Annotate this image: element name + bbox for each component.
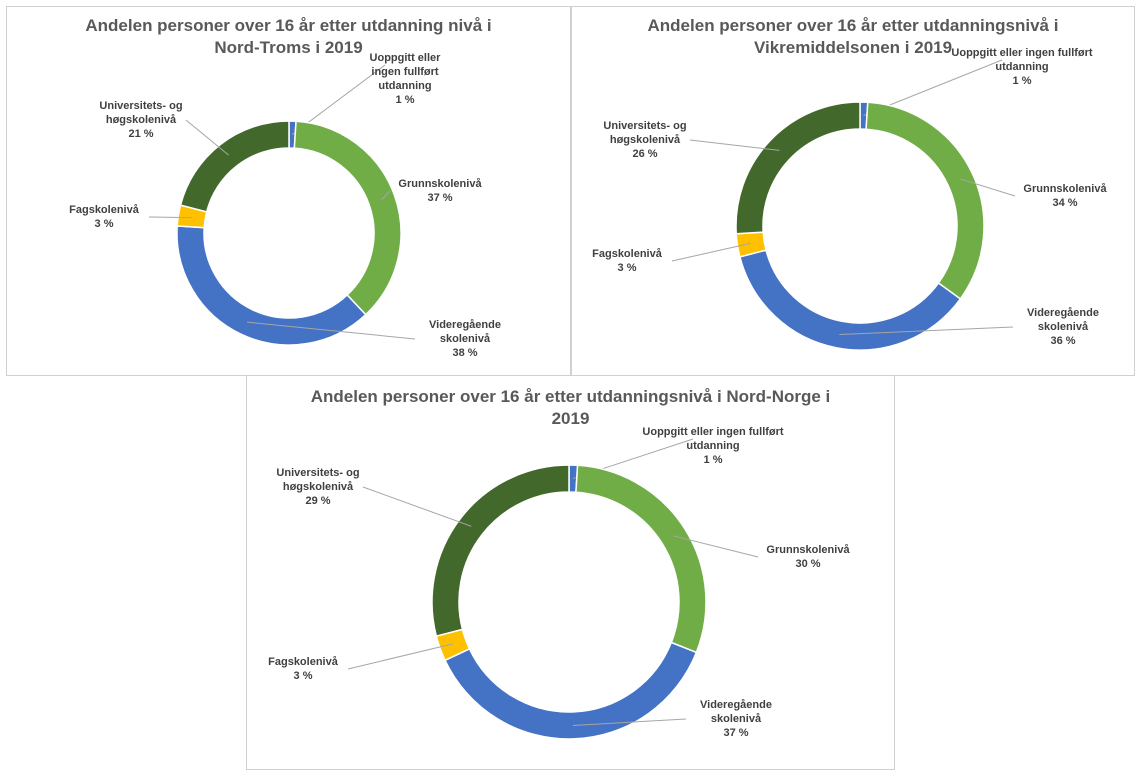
data-label-line: utdanning	[686, 440, 739, 452]
chart-title-line: Andelen personer over 16 år etter utdann…	[310, 387, 831, 406]
leader-line	[247, 321, 416, 340]
chart-title-line: 2019	[551, 409, 590, 428]
data-label-fagskoleniv: Fagskolenivå 3 %	[592, 248, 663, 274]
data-label-videreg-ende-skoleniv: Videregående skolenivå 37 %	[700, 699, 772, 739]
data-label-line: Fagskolenivå	[268, 656, 339, 668]
data-label-grunnskoleniv: Grunnskolenivå 30 %	[766, 544, 850, 570]
data-label-line: 3 %	[618, 262, 637, 274]
leader-line	[347, 643, 453, 670]
leader-line	[572, 718, 687, 726]
data-label-line: skolenivå	[1038, 321, 1089, 333]
donut-chart: Uoppgitt eller ingen fullført utdanning 1 %…	[69, 52, 501, 359]
data-label-line: 21 %	[128, 128, 153, 140]
leader-line	[959, 178, 1016, 197]
leader-line	[185, 119, 229, 156]
donut-slice-universitets-og-h-gskoleniv	[179, 120, 290, 213]
donut-slice-grunnskoleniv	[293, 120, 402, 316]
data-label-line: Uoppgitt eller ingen fullført	[642, 426, 783, 438]
data-label-universitets-og-h-gskoleniv: Universitets- og høgskolenivå 29 %	[276, 467, 359, 507]
data-label-line: Videregående	[429, 319, 501, 331]
data-label-videreg-ende-skoleniv: Videregående skolenivå 36 %	[1027, 307, 1099, 347]
leader-line	[362, 486, 472, 527]
donut-slice-universitets-og-h-gskoleniv	[431, 464, 570, 637]
data-label-line: 37 %	[723, 727, 748, 739]
data-label-line: 29 %	[305, 495, 330, 507]
data-label-line: Videregående	[700, 699, 772, 711]
donut-chart: Uoppgitt eller ingen fullført utdanning 1 …	[268, 426, 850, 740]
data-label-line: Fagskolenivå	[592, 248, 663, 260]
leader-line	[839, 326, 1014, 336]
chart-title-line: Andelen personer over 16 år etter utdann…	[85, 16, 492, 35]
donut-slice-grunnskoleniv	[865, 101, 985, 300]
chart-title: Andelen personer over 16 år etter utdann…	[247, 386, 894, 430]
data-label-line: 30 %	[795, 558, 820, 570]
data-label-line: Uoppgitt eller	[370, 52, 442, 64]
leader-line	[673, 535, 759, 558]
data-label-line: Grunnskolenivå	[1023, 183, 1107, 195]
data-label-line: 1 %	[396, 94, 415, 106]
data-label-line: Fagskolenivå	[69, 204, 140, 216]
data-label-line: ingen fullført	[371, 66, 439, 78]
data-label-line: 38 %	[452, 347, 477, 359]
data-label-grunnskoleniv: Grunnskolenivå 37 %	[398, 178, 482, 204]
donut-slice-grunnskoleniv	[575, 464, 707, 654]
data-label-line: Videregående	[1027, 307, 1099, 319]
data-label-line: utdanning	[378, 80, 431, 92]
data-label-line: 37 %	[427, 192, 452, 204]
data-label-fagskoleniv: Fagskolenivå 3 %	[69, 204, 140, 230]
data-label-line: 3 %	[294, 670, 313, 682]
chart-title: Andelen personer over 16 år etter utdann…	[572, 15, 1134, 59]
data-label-fagskoleniv: Fagskolenivå 3 %	[268, 656, 339, 682]
leader-line	[689, 139, 780, 151]
donut-slice-videreg-ende-skoleniv	[738, 249, 962, 351]
chart-panel-nord-norge: Andelen personer over 16 år etter utdann…	[246, 375, 895, 770]
data-label-line: høgskolenivå	[106, 114, 177, 126]
data-label-line: 3 %	[95, 218, 114, 230]
donut-slice-universitets-og-h-gskoleniv	[735, 101, 861, 235]
data-label-uoppgitt-eller-ingen-fullf-rt-utdanning: Uoppgitt eller ingen fullført utdanning 1 %	[370, 52, 442, 106]
data-label-grunnskoleniv: Grunnskolenivå 34 %	[1023, 183, 1107, 209]
chart-title-line: Nord-Troms i 2019	[214, 38, 363, 57]
data-label-line: Universitets- og	[99, 100, 182, 112]
chart-panel-nord-troms: Andelen personer over 16 år etter utdann…	[6, 6, 571, 376]
data-label-line: høgskolenivå	[610, 134, 681, 146]
data-label-line: Uoppgitt eller ingen fullført	[951, 47, 1092, 59]
data-label-uoppgitt-eller-ingen-fullf-rt-utdanning: Uoppgitt eller ingen fullført utdanning 1 …	[951, 47, 1092, 87]
chart-title-line: Andelen personer over 16 år etter utdann…	[647, 16, 1059, 35]
chart-title-line: Vikremiddelsonen i 2019	[753, 38, 953, 57]
donut-slice-videreg-ende-skoleniv	[444, 641, 698, 740]
data-label-line: Grunnskolenivå	[766, 544, 850, 556]
data-label-line: 1 %	[704, 454, 723, 466]
data-label-line: Universitets- og	[276, 467, 359, 479]
data-label-videreg-ende-skoleniv: Videregående skolenivå 38 %	[429, 319, 501, 359]
data-label-line: Grunnskolenivå	[398, 178, 482, 190]
data-label-line: skolenivå	[711, 713, 762, 725]
data-label-line: 26 %	[632, 148, 657, 160]
chart-panel-vikremiddelsonen: Andelen personer over 16 år etter utdann…	[571, 6, 1135, 376]
data-label-line: skolenivå	[440, 333, 491, 345]
data-label-universitets-og-h-gskoleniv: Universitets- og høgskolenivå 26 %	[603, 120, 686, 160]
leader-line	[671, 242, 751, 262]
data-label-line: Universitets- og	[603, 120, 686, 132]
data-label-line: høgskolenivå	[283, 481, 354, 493]
data-label-universitets-og-h-gskoleniv: Universitets- og høgskolenivå 21 %	[99, 100, 182, 140]
donut-slice-videreg-ende-skoleniv	[176, 225, 367, 346]
data-label-line: 34 %	[1052, 197, 1077, 209]
leader-line	[381, 190, 391, 200]
leader-line	[148, 216, 192, 219]
chart-title: Andelen personer over 16 år etter utdann…	[7, 15, 570, 59]
data-label-line: 1 %	[1013, 75, 1032, 87]
data-label-uoppgitt-eller-ingen-fullf-rt-utdanning: Uoppgitt eller ingen fullført utdanning 1 …	[642, 426, 783, 466]
donut-chart: Uoppgitt eller ingen fullført utdanning 1 …	[592, 47, 1107, 351]
data-label-line: 36 %	[1050, 335, 1075, 347]
data-label-line: utdanning	[995, 61, 1048, 73]
